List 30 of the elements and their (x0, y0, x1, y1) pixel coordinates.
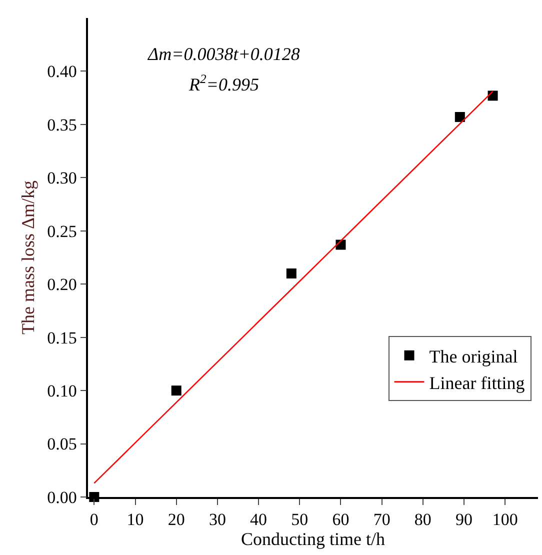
x-tick-label: 90 (456, 510, 473, 530)
legend-label: Linear fitting (429, 372, 525, 393)
point (171, 386, 182, 396)
y-tick-label: 0.30 (47, 168, 77, 188)
x-tick-label: 30 (208, 510, 226, 530)
x-tick-label: 100 (492, 510, 518, 530)
y-tick-label: 0.15 (47, 328, 77, 348)
y-tick-label: 0.35 (47, 115, 77, 134)
point (454, 112, 465, 122)
y-tick-label: 0.00 (47, 488, 77, 507)
y-tick-label: 0.40 (47, 62, 77, 82)
x-tick-label: 80 (414, 510, 432, 530)
y-tick-label: 0.25 (47, 222, 77, 241)
x-tick-label: 60 (332, 510, 350, 530)
point (286, 268, 296, 278)
y-tick-label: 0.05 (47, 434, 77, 454)
x-tick-label: 10 (126, 510, 144, 530)
annotation: Δm=0.0038t+0.0128 (147, 44, 300, 64)
x-tick-label: 50 (291, 510, 308, 530)
x-tick-label: 70 (373, 510, 390, 530)
y-axis-title: The mass loss Δm/kg (18, 180, 38, 335)
x-tick-label: 0 (90, 510, 98, 530)
x-tick-label: 40 (250, 510, 268, 530)
annotation: R$^{2}$=0.995 (188, 72, 259, 95)
x-tick-label: 20 (168, 510, 185, 530)
y-tick-label: 0.20 (47, 275, 77, 294)
legend-label: The original (429, 346, 518, 366)
y-tick-label: 0.10 (47, 382, 77, 401)
x-axis-title: Conducting time t/h (241, 529, 385, 550)
point (488, 90, 498, 101)
